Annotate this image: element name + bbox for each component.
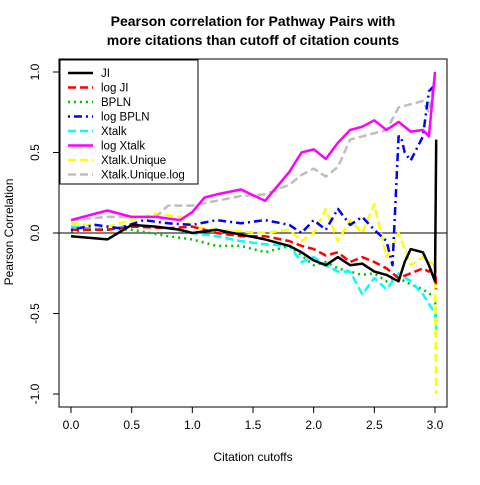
legend-label: Xtalk.Unique.log — [101, 170, 185, 182]
legend-label: log Xtalk — [101, 141, 145, 153]
x-tick-label: 2.5 — [366, 418, 383, 432]
chart-title-line2: more citations than cutoff of citation c… — [107, 32, 400, 48]
x-tick-label: 1.5 — [245, 418, 262, 432]
series-line-log-bpln — [70, 84, 436, 267]
legend-label: log JI — [101, 83, 129, 95]
y-tick-label: 0.0 — [28, 224, 42, 241]
x-tick-label: 2.0 — [305, 418, 322, 432]
y-axis-label: Pearson Correlation — [2, 179, 16, 286]
x-axis-label: Citation cutoffs — [213, 450, 292, 464]
series-line-xtalk-unique-log — [70, 76, 437, 222]
legend: JI log JI BPLN log BPLN Xtalk log Xtalk Xtalk.… — [59, 59, 199, 185]
series-line-ji — [70, 139, 438, 283]
chart-title-line1: Pearson correlation for Pathway Pairs wi… — [111, 13, 396, 29]
x-tick-label: 0.5 — [123, 418, 140, 432]
y-tick-label: 1.0 — [28, 63, 42, 80]
legend-label: BPLN — [101, 97, 131, 109]
legend-label: log BPLN — [101, 112, 150, 124]
x-tick-label: 1.0 — [184, 418, 201, 432]
series-lines — [70, 71, 438, 395]
y-tick-label: -1.0 — [28, 383, 42, 404]
legend-label: JI — [101, 68, 110, 80]
y-tick-label: -0.5 — [28, 303, 42, 324]
legend-label: Xtalk — [101, 126, 127, 138]
x-tick-label: 0.0 — [63, 418, 80, 432]
x-tick-label: 3.0 — [427, 418, 444, 432]
series-line-log-xtalk — [70, 71, 437, 222]
y-tick-label: 0.5 — [28, 144, 42, 161]
axes: 0.0 0.5 1.0 1.5 2.0 2.5 3.0 -1.0 -0.5 0.0 0.5 1.0 — [28, 58, 448, 432]
series-line-log-ji — [71, 225, 438, 290]
legend-box — [59, 59, 199, 185]
series-line-xtalk-unique — [70, 202, 438, 395]
legend-label: Xtalk.Unique — [101, 155, 166, 167]
